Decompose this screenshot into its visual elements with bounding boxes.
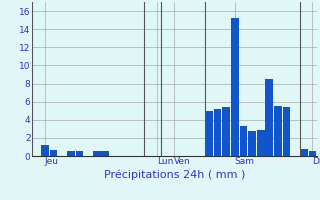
Bar [205, 111, 213, 156]
Bar [248, 131, 256, 156]
Bar [76, 151, 83, 156]
Bar [274, 106, 282, 156]
Bar [300, 149, 308, 156]
Bar [101, 151, 109, 156]
Bar [41, 145, 49, 156]
Bar [257, 130, 265, 156]
Bar [67, 151, 75, 156]
Bar [266, 79, 273, 156]
Bar [222, 107, 230, 156]
Bar [93, 151, 100, 156]
Bar [283, 107, 291, 156]
Bar [214, 109, 221, 156]
Bar [240, 126, 247, 156]
Bar [308, 151, 316, 156]
Bar [50, 150, 58, 156]
Bar [231, 18, 239, 156]
X-axis label: Précipitations 24h ( mm ): Précipitations 24h ( mm ) [104, 169, 245, 180]
